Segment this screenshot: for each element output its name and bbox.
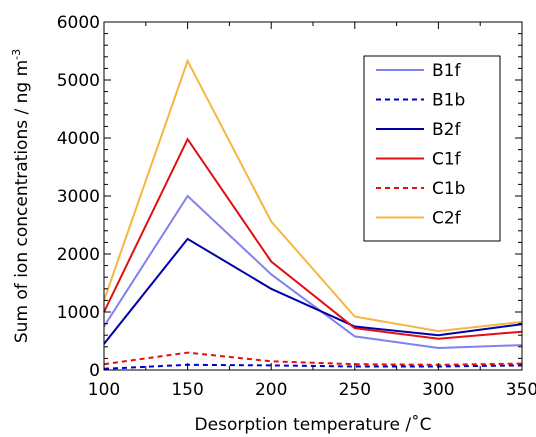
x-tick-label: 250 [339,380,371,400]
legend: B1f B1b B2f C1f C1b C2f [363,55,501,242]
x-tick-label: 200 [255,380,287,400]
legend-items: B1f B1b B2f C1f C1b C2f [376,61,465,229]
series-line-b1f [103,194,523,350]
y-tick-label: 2000 [57,245,100,265]
y-tick-label: 5000 [57,71,100,91]
y-tick-labels: 0 1000 2000 3000 4000 5000 6000 [57,13,100,381]
x-tick-labels: 100 150 200 250 300 350 [88,380,536,400]
y-axis-label-main: Sum of ion concentrations / ng m [12,60,32,343]
y-tick-label: 0 [89,361,100,381]
series-line-c1b [103,351,523,366]
axis-ticks [103,21,523,371]
x-tick-label: 350 [506,380,536,400]
y-tick-label: 1000 [57,303,100,323]
legend-label-b1f: B1f [432,61,461,81]
legend-label-c1b: C1b [432,179,465,199]
y-tick-label: 3000 [57,187,100,207]
legend-label-b1b: B1b [432,91,465,111]
series-line-c2f [103,58,523,333]
x-tick-label: 100 [88,380,120,400]
y-tick-label: 6000 [57,13,100,33]
legend-label-b2f: B2f [432,120,461,140]
x-tick-label: 300 [422,380,454,400]
y-axis-label-exponent: -3 [10,49,23,60]
y-tick-label: 4000 [57,129,100,149]
x-tick-label: 150 [171,380,203,400]
series-line-b2f [103,237,523,345]
y-axis-label: Sum of ion concentrations / ng m-3 [10,49,32,343]
x-axis-label: Desorption temperature /˚C [195,414,432,435]
series-line-b1b [103,363,523,370]
legend-box [363,55,501,242]
legend-label-c2f: C2f [432,209,462,229]
legend-label-c1f: C1f [432,150,462,170]
series-lines [103,58,523,370]
series-line-c1f [103,137,523,340]
